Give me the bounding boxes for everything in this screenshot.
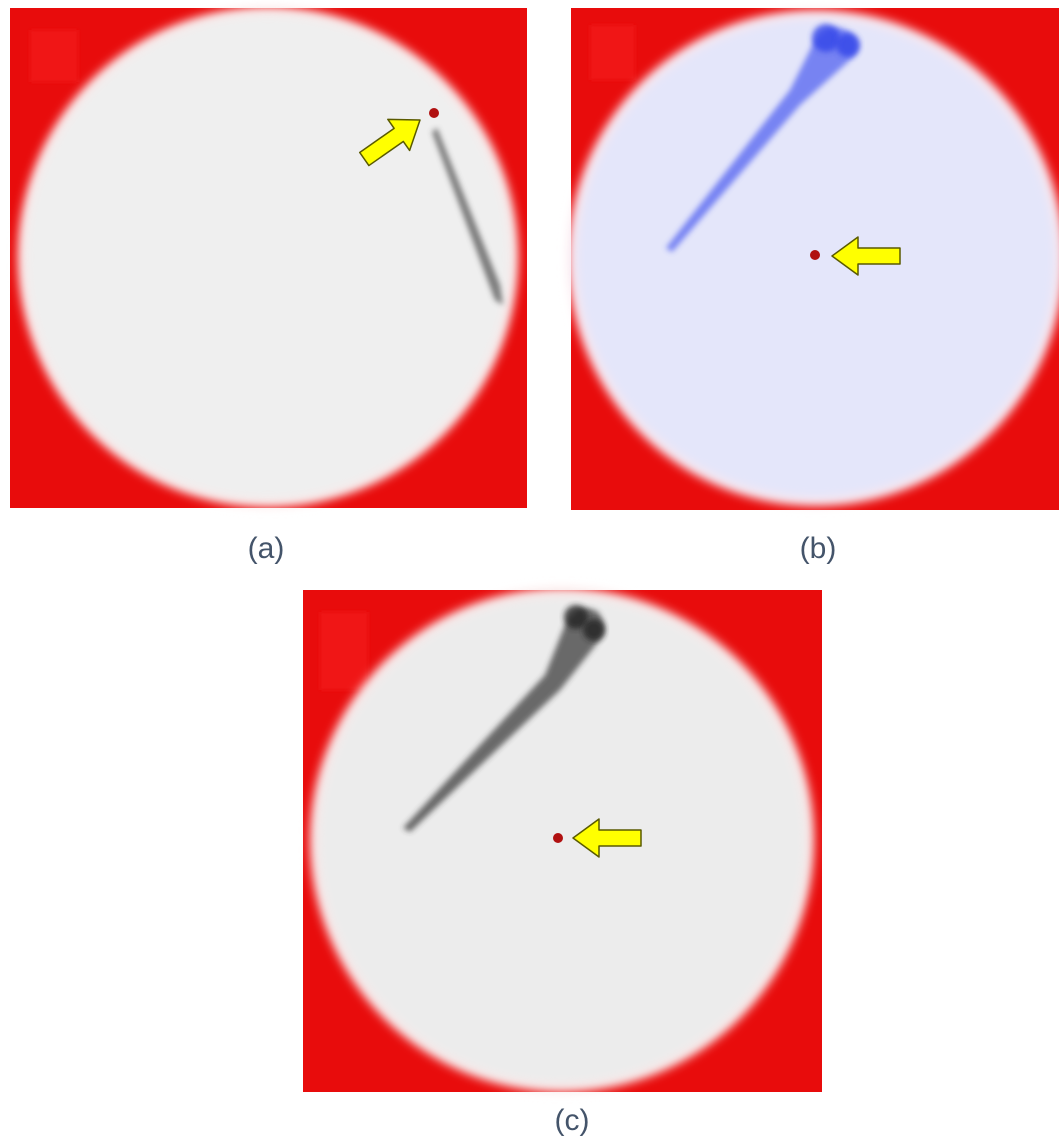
- panel-c: [303, 588, 822, 1092]
- blotch: [30, 30, 78, 82]
- target-dot: [553, 833, 563, 843]
- blotch: [590, 25, 635, 80]
- panel-a: [10, 7, 527, 508]
- panel-label: (c): [555, 1104, 590, 1137]
- target-dot: [429, 108, 439, 118]
- figure: (a) (b) (c): [0, 0, 1059, 1144]
- larva-eye: [836, 33, 860, 57]
- page: (a) (b) (c) (() => { const data = JSON.p…: [0, 0, 1059, 1144]
- panel-label: (b): [800, 532, 837, 565]
- well: [25, 14, 511, 500]
- larva-eye: [812, 24, 840, 52]
- panel-b: [568, 8, 1059, 510]
- target-dot: [810, 250, 820, 260]
- larva-eye: [583, 619, 605, 641]
- panel-label: (a): [248, 532, 285, 565]
- blotch: [320, 612, 368, 690]
